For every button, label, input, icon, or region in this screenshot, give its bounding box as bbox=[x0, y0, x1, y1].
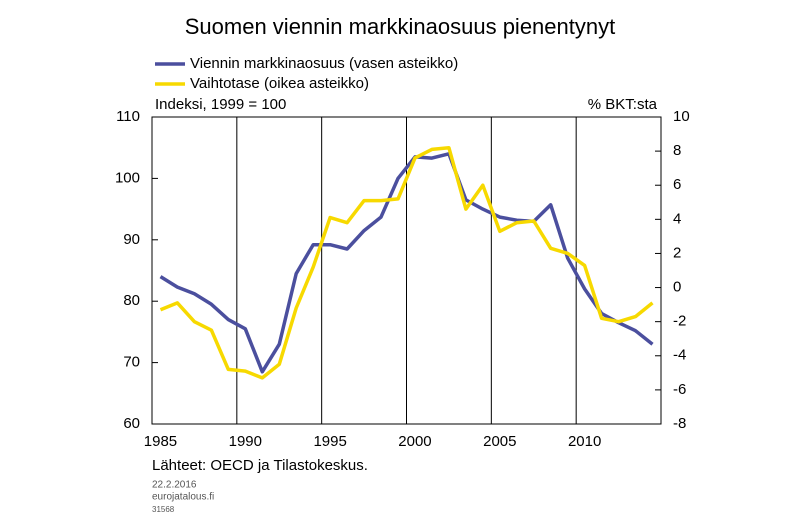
x-tick-label: 1995 bbox=[313, 433, 346, 450]
legend-label: Vaihtotase (oikea asteikko) bbox=[190, 75, 369, 92]
line-series bbox=[159, 145, 654, 380]
y-tick-label: 110 bbox=[116, 108, 140, 125]
chart-title: Suomen viennin markkinaosuus pienentynyt bbox=[185, 14, 615, 39]
date: 22.2.2016 bbox=[152, 480, 197, 491]
x-tick-label: 1985 bbox=[144, 433, 177, 450]
plot-frame bbox=[151, 116, 662, 425]
y2-axis-label: % BKT:sta bbox=[588, 96, 658, 113]
y2-tick-label: 6 bbox=[673, 176, 681, 193]
y-axis-label: Indeksi, 1999 = 100 bbox=[155, 96, 286, 113]
y-tick-label: 60 bbox=[123, 415, 140, 432]
y2-tick-label: -2 bbox=[673, 313, 686, 330]
y2-tick-label: -8 bbox=[673, 415, 686, 432]
y-tick-label: 70 bbox=[123, 354, 140, 371]
x-tick-label: 2005 bbox=[483, 433, 516, 450]
y2-tick-label: 0 bbox=[673, 279, 681, 296]
site: eurojatalous.fi bbox=[152, 492, 214, 503]
y-tick-label: 80 bbox=[123, 292, 140, 309]
y-tick-label: 100 bbox=[115, 169, 140, 186]
legend-label: Viennin markkinaosuus (vasen asteikko) bbox=[190, 55, 458, 72]
line-series bbox=[159, 152, 654, 374]
y2-tick-label: 10 bbox=[673, 108, 690, 125]
x-tick-label: 2010 bbox=[568, 433, 601, 450]
y2-tick-label: 4 bbox=[673, 210, 681, 227]
y2-tick-label: -6 bbox=[673, 381, 686, 398]
y2-tick-label: 8 bbox=[673, 142, 681, 159]
x-tick-label: 1990 bbox=[229, 433, 262, 450]
y2-tick-label: -4 bbox=[673, 347, 686, 364]
x-tick-label: 2000 bbox=[398, 433, 431, 450]
source: Lähteet: OECD ja Tilastokeskus. bbox=[152, 457, 368, 474]
y-tick-label: 90 bbox=[123, 231, 140, 248]
code: 31568 bbox=[152, 505, 175, 514]
y2-tick-label: 2 bbox=[673, 244, 681, 261]
